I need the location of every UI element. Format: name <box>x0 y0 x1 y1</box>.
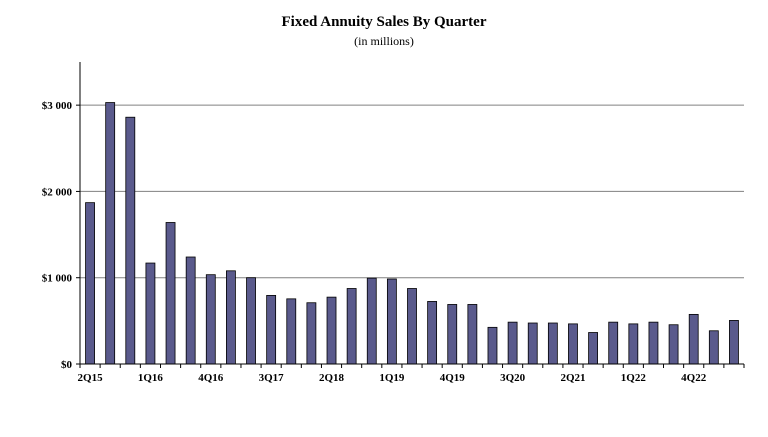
bar-2Q17 <box>246 277 256 365</box>
x-tick-label: 3Q17 <box>259 372 285 384</box>
bar-1Q18 <box>306 302 317 365</box>
x-tick-label: 4Q16 <box>198 372 224 384</box>
x-tick-label: 1Q22 <box>621 372 647 384</box>
x-tick-label: 4Q19 <box>440 372 466 384</box>
bar-1Q16 <box>145 262 156 365</box>
bar-3Q21 <box>588 332 598 365</box>
bar-4Q18 <box>366 277 377 365</box>
bar-4Q17 <box>286 298 297 365</box>
bar-3Q20 <box>507 321 518 365</box>
y-tick-label: $1 000 <box>42 273 73 285</box>
x-tick-label: 1Q16 <box>138 372 164 384</box>
bar-3Q22 <box>668 324 679 365</box>
bar-2Q23 <box>729 320 739 365</box>
bar-4Q21 <box>608 321 619 365</box>
bar-3Q16 <box>185 256 196 365</box>
x-tick-label: 1Q19 <box>379 372 405 384</box>
bar-3Q15 <box>105 102 116 365</box>
bar-2Q15 <box>85 202 95 365</box>
bar-1Q19 <box>386 278 397 365</box>
bar-2Q20 <box>487 326 498 365</box>
chart-subtitle: (in millions) <box>354 34 414 48</box>
x-tick-label: 2Q15 <box>78 372 104 384</box>
bar-1Q22 <box>628 323 639 365</box>
y-tick-label: $2 000 <box>42 186 73 198</box>
y-tick-label: $3 000 <box>42 100 73 112</box>
bar-4Q15 <box>125 116 136 365</box>
x-tick-label: 4Q22 <box>681 372 707 384</box>
bar-1Q21 <box>547 322 558 365</box>
bar-1Q23 <box>708 330 719 365</box>
bar-3Q18 <box>346 288 357 365</box>
bar-4Q16 <box>205 274 216 365</box>
bar-2Q22 <box>648 321 659 365</box>
bar-4Q22 <box>688 313 699 365</box>
bar-3Q17 <box>266 294 277 365</box>
bar-2Q16 <box>165 222 176 365</box>
bar-3Q19 <box>427 301 438 365</box>
bar-1Q17 <box>226 270 236 365</box>
x-tick-label: 2Q21 <box>560 372 585 384</box>
bar-1Q20 <box>467 304 478 365</box>
chart-title: Fixed Annuity Sales By Quarter <box>281 14 487 30</box>
bar-2Q21 <box>568 323 578 365</box>
x-tick-label: 3Q20 <box>500 372 526 384</box>
bar-2Q19 <box>407 288 417 365</box>
x-tick-label: 2Q18 <box>319 372 345 384</box>
y-tick-label: $0 <box>61 359 73 371</box>
bar-2Q18 <box>326 296 337 365</box>
bar-4Q20 <box>527 322 538 365</box>
bar-4Q19 <box>447 304 458 365</box>
